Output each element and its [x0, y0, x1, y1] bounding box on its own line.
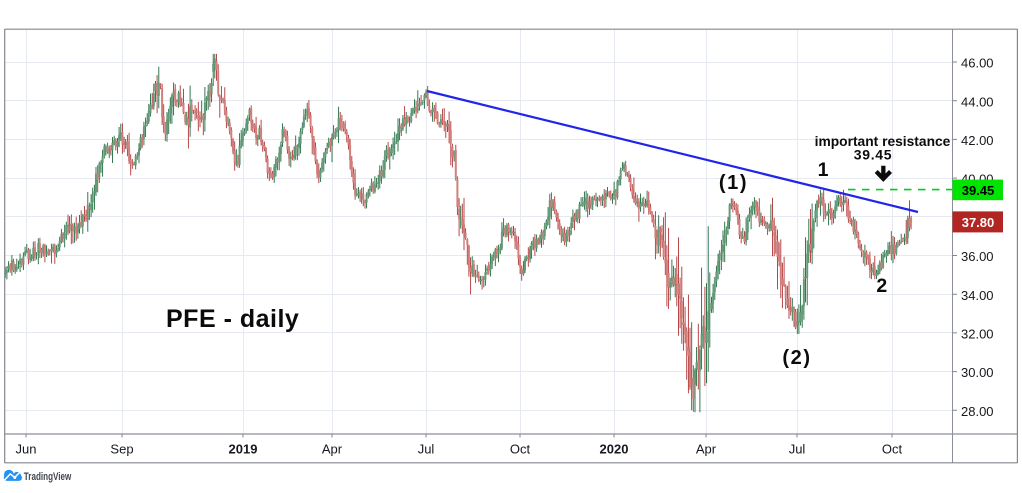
svg-text:46.00: 46.00: [961, 56, 994, 71]
svg-text:Oct: Oct: [510, 442, 531, 457]
svg-text:Apr: Apr: [696, 442, 717, 457]
svg-text:30.00: 30.00: [961, 365, 994, 380]
svg-text:PFE - daily: PFE - daily: [166, 305, 299, 333]
svg-text:37.80: 37.80: [962, 215, 995, 230]
svg-text:Sep: Sep: [110, 442, 133, 457]
svg-text:42.00: 42.00: [961, 133, 994, 148]
svg-text:1: 1: [818, 159, 829, 181]
svg-text:36.00: 36.00: [961, 249, 994, 264]
svg-text:Jul: Jul: [418, 442, 435, 457]
svg-text:2019: 2019: [229, 442, 258, 457]
svg-text:34.00: 34.00: [961, 288, 994, 303]
svg-text:(1): (1): [719, 172, 748, 194]
svg-text:TradingView: TradingView: [24, 471, 72, 483]
svg-text:39.45: 39.45: [962, 183, 995, 198]
svg-text:2: 2: [876, 275, 887, 297]
svg-text:32.00: 32.00: [961, 327, 994, 342]
svg-text:Oct: Oct: [882, 442, 903, 457]
svg-text:28.00: 28.00: [961, 404, 994, 419]
svg-text:important resistance: important resistance: [815, 134, 951, 149]
svg-text:(2): (2): [782, 347, 811, 369]
svg-text:39.45: 39.45: [854, 147, 893, 163]
svg-text:Jun: Jun: [16, 442, 37, 457]
svg-text:Jul: Jul: [789, 442, 806, 457]
svg-text:Apr: Apr: [322, 442, 343, 457]
svg-text:2020: 2020: [600, 442, 629, 457]
svg-text:44.00: 44.00: [961, 94, 994, 109]
